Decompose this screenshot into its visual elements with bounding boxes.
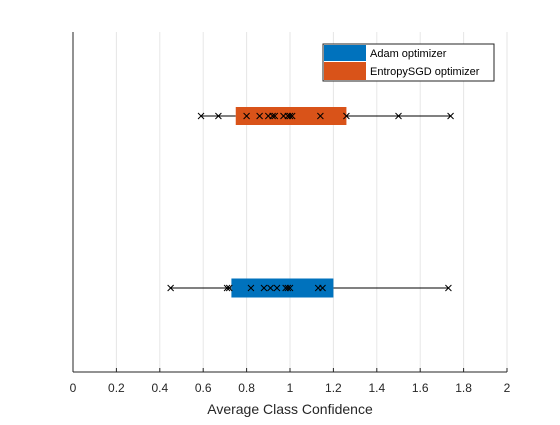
marker-stroke bbox=[343, 112, 350, 120]
legend-label-adam: Adam optimizer bbox=[370, 48, 447, 60]
marker-stroke bbox=[260, 284, 268, 292]
marker-stroke bbox=[247, 284, 255, 292]
x-tick-label: 0 bbox=[70, 381, 77, 395]
marker-stroke bbox=[288, 112, 296, 120]
data-point-marker bbox=[267, 284, 274, 292]
data-point-marker bbox=[223, 284, 231, 292]
marker-stroke bbox=[319, 284, 326, 292]
x-tick-label: 1 bbox=[287, 381, 294, 395]
marker-stroke bbox=[286, 284, 294, 292]
data-point-marker bbox=[167, 284, 175, 292]
marker-stroke bbox=[256, 112, 263, 120]
data-point-marker bbox=[247, 284, 255, 292]
marker-stroke bbox=[267, 284, 274, 292]
legend-label-entropysgd: EntropySGD optimizer bbox=[370, 66, 480, 78]
legend: Adam optimizer EntropySGD optimizer bbox=[322, 43, 495, 82]
marker-stroke bbox=[286, 112, 294, 120]
x-tick-label: 0.8 bbox=[238, 381, 255, 395]
x-tick-label: 0.6 bbox=[195, 381, 212, 395]
data-point-marker bbox=[273, 284, 281, 292]
marker-stroke bbox=[167, 284, 175, 292]
x-tick-label: 1.2 bbox=[325, 381, 342, 395]
marker-stroke bbox=[269, 112, 276, 120]
marker-stroke bbox=[215, 112, 222, 120]
x-tick-label: 1.8 bbox=[455, 381, 472, 395]
data-point-marker bbox=[271, 112, 279, 120]
data-point-marker bbox=[269, 112, 276, 120]
marker-stroke bbox=[395, 112, 402, 120]
legend-swatch-entropysgd bbox=[324, 62, 366, 80]
data-point-marker bbox=[197, 112, 205, 120]
marker-stroke bbox=[445, 284, 452, 292]
data-point-marker bbox=[445, 284, 452, 292]
data-point-marker bbox=[395, 112, 402, 120]
x-tick-label: 1.6 bbox=[412, 381, 429, 395]
data-point-marker bbox=[447, 112, 454, 120]
data-point-marker bbox=[288, 112, 296, 120]
marker-stroke bbox=[271, 112, 279, 120]
marker-stroke bbox=[284, 284, 292, 292]
marker-stroke bbox=[273, 284, 281, 292]
marker-stroke bbox=[225, 284, 233, 292]
marker-stroke bbox=[243, 112, 250, 120]
data-point-marker bbox=[286, 284, 294, 292]
marker-stroke bbox=[223, 284, 231, 292]
data-point-marker bbox=[225, 284, 233, 292]
data-point-marker bbox=[284, 284, 292, 292]
marker-stroke bbox=[447, 112, 454, 120]
data-point-marker bbox=[286, 112, 294, 120]
x-axis-label: Average Class Confidence bbox=[207, 401, 373, 417]
box bbox=[231, 278, 334, 298]
x-tick-label: 0.4 bbox=[151, 381, 168, 395]
box bbox=[235, 107, 347, 125]
data-point-marker bbox=[260, 284, 268, 292]
data-point-marker bbox=[215, 112, 222, 120]
data-point-marker bbox=[243, 112, 250, 120]
x-tick-label: 0.2 bbox=[108, 381, 125, 395]
x-tick-label: 2 bbox=[504, 381, 511, 395]
data-point-marker bbox=[256, 112, 263, 120]
marker-stroke bbox=[197, 112, 205, 120]
x-tick-label: 1.4 bbox=[368, 381, 385, 395]
marker-stroke bbox=[317, 112, 324, 120]
data-point-marker bbox=[319, 284, 326, 292]
legend-swatch-adam bbox=[324, 45, 366, 61]
data-point-marker bbox=[343, 112, 350, 120]
data-point-marker bbox=[317, 112, 324, 120]
